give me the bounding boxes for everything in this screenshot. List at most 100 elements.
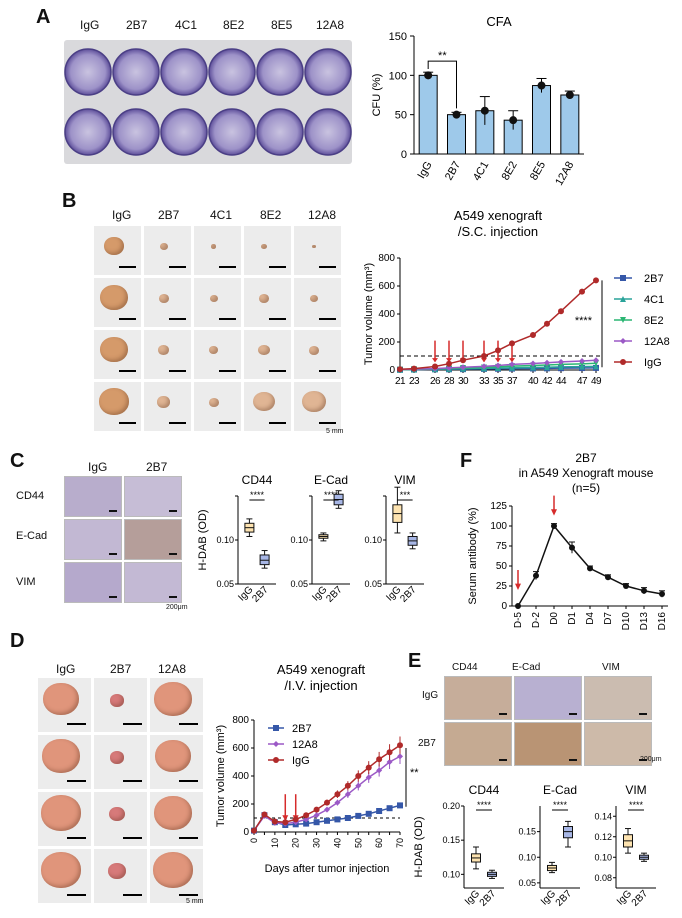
tumor-specimen (209, 294, 218, 302)
marker-circle (530, 332, 536, 338)
y-tick-label: 0 (401, 149, 407, 161)
marker-diamond (303, 816, 310, 823)
y-tick-label: 0.05 (364, 579, 382, 589)
x-tick-label: 23 (409, 376, 420, 387)
marker-circle (365, 764, 372, 771)
data-point (551, 523, 557, 529)
tumor-photo (38, 735, 91, 789)
marker-diamond (397, 753, 403, 760)
colony-plate-image (64, 40, 352, 164)
ihc-image (64, 476, 122, 517)
scale-bar (319, 370, 336, 372)
marker-diamond (530, 360, 536, 367)
tumor-specimen (157, 396, 170, 408)
tumor-photo (194, 226, 241, 275)
tumor-photo (244, 382, 291, 431)
x-tick-label: D-2 (531, 612, 542, 629)
significance-label: *** (400, 490, 411, 500)
tumor-specimen (99, 336, 128, 362)
colony-well (160, 48, 208, 96)
ihc-image (124, 476, 182, 517)
x-tick-label: 8E5 (528, 160, 548, 183)
scale-bar (169, 422, 186, 424)
significance-label: ** (438, 50, 447, 62)
marker-diamond (344, 791, 351, 798)
x-tick-label: D1 (567, 612, 578, 625)
tumor-specimen (311, 244, 316, 249)
x-tick-label: 21 (395, 376, 406, 387)
tumor-specimen (109, 694, 124, 707)
tumor-specimen (40, 852, 81, 888)
tumor-photo (94, 330, 141, 379)
panel-label-a: A (36, 6, 51, 28)
marker-diamond (365, 774, 372, 781)
colony-well (208, 108, 256, 156)
tumor-photo (144, 278, 191, 327)
marker-diamond (509, 361, 515, 368)
marker-circle (324, 799, 330, 806)
y-tick-label: 75 (496, 541, 508, 552)
y-tick-label: 100 (389, 70, 407, 82)
y-tick-label: 0.15 (442, 835, 460, 845)
scale-bar (219, 422, 236, 424)
panel-label-f: F (460, 450, 473, 472)
x-tick-label: 60 (374, 838, 384, 848)
ihc-image (444, 722, 512, 766)
scale-bar (219, 266, 236, 268)
iv-tumor-volume-chart: A549 xenograft/I.V. injection02004006008… (215, 662, 419, 875)
panel-label-c: C (10, 450, 25, 472)
tumor-specimen (158, 345, 169, 355)
b-scale-label: 5 mm (326, 428, 344, 435)
y-tick-label: 600 (378, 281, 395, 292)
marker-square (397, 802, 403, 809)
treatment-arrowhead (446, 358, 452, 363)
y-tick-label: 0.15 (518, 827, 536, 837)
b-col-label: 12A8 (308, 208, 337, 222)
data-point (587, 565, 593, 572)
x-tick-label: 50 (353, 838, 363, 848)
marker-diamond (334, 799, 341, 806)
y-tick-label: 200 (232, 799, 249, 810)
marker-square (365, 810, 372, 817)
scale-bar (219, 370, 236, 372)
tumor-photo (144, 382, 191, 431)
cfa-bar-chart: CFA 0 50 100 150 CFU (%) IgG 2B7 4C1 8E2 8E5 12A8 **… (371, 14, 584, 188)
y-tick-label: 0.10 (518, 852, 536, 862)
tumor-photo (194, 330, 241, 379)
colony-well (112, 108, 160, 156)
e-ihc-grid (444, 676, 656, 766)
tumor-photo (150, 678, 203, 732)
tumor-photo (150, 849, 203, 903)
scale-bar (178, 780, 198, 782)
scale-bar (119, 266, 136, 268)
x-tick-label: 33 (479, 376, 490, 387)
box-title: CD44 (242, 473, 273, 487)
significance-label: **** (477, 800, 492, 810)
colony-well (304, 108, 352, 156)
tumor-photo (294, 226, 341, 275)
marker-circle (397, 366, 403, 373)
significance-label: ** (410, 767, 419, 779)
scale-bar (119, 370, 136, 372)
y-tick-label: 0.10 (216, 535, 234, 545)
y-tick-label: 50 (395, 110, 407, 122)
marker-square (334, 816, 341, 823)
colony-well (208, 48, 256, 96)
y-tick-label: 800 (232, 715, 249, 726)
scale-bar (122, 723, 142, 725)
significance-bracket (427, 60, 457, 109)
b-col-label: 4C1 (210, 208, 233, 222)
marker-circle (282, 819, 289, 826)
y-tick-label: 0.10 (442, 869, 460, 879)
marker-circle (411, 365, 417, 372)
tumor-specimen (99, 284, 128, 310)
c-row-label: CD44 (16, 490, 45, 502)
e-row-label: IgG (422, 690, 439, 701)
tumor-photo (294, 382, 341, 431)
marker-diamond (376, 767, 383, 774)
y-axis-label: H-DAB (OD) (413, 816, 425, 877)
x-tick-label: 10 (270, 838, 280, 848)
scale-bar (169, 318, 186, 320)
x-tick-label: IgG (416, 160, 435, 181)
c-col-label: 2B7 (146, 460, 168, 474)
